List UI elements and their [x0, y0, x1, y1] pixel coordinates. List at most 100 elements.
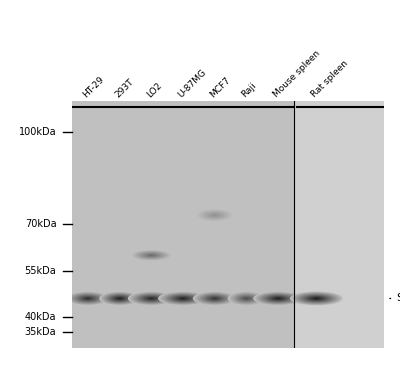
Ellipse shape — [170, 295, 196, 302]
Ellipse shape — [268, 296, 288, 301]
Ellipse shape — [297, 293, 336, 304]
Ellipse shape — [168, 294, 198, 303]
Ellipse shape — [207, 296, 222, 301]
Ellipse shape — [276, 298, 281, 299]
Ellipse shape — [230, 292, 263, 305]
Ellipse shape — [160, 292, 206, 305]
Ellipse shape — [234, 294, 258, 303]
Text: MCF7: MCF7 — [208, 76, 232, 99]
Ellipse shape — [132, 293, 170, 304]
Ellipse shape — [87, 298, 89, 299]
Ellipse shape — [209, 297, 220, 300]
Ellipse shape — [150, 298, 152, 299]
Ellipse shape — [144, 253, 158, 257]
Ellipse shape — [135, 251, 168, 260]
Ellipse shape — [173, 296, 193, 301]
Ellipse shape — [206, 296, 224, 301]
Ellipse shape — [76, 295, 100, 302]
Ellipse shape — [199, 210, 231, 220]
Text: 55kDa: 55kDa — [25, 266, 56, 276]
Ellipse shape — [196, 209, 234, 221]
Ellipse shape — [204, 212, 225, 218]
Ellipse shape — [159, 292, 207, 305]
Ellipse shape — [200, 210, 230, 220]
Ellipse shape — [274, 297, 282, 300]
Ellipse shape — [244, 297, 249, 300]
Ellipse shape — [239, 296, 254, 301]
Ellipse shape — [67, 292, 109, 305]
Ellipse shape — [277, 298, 279, 299]
Ellipse shape — [205, 212, 224, 218]
Ellipse shape — [106, 294, 133, 303]
Ellipse shape — [68, 292, 108, 305]
Ellipse shape — [182, 298, 184, 299]
Text: 293T: 293T — [113, 77, 136, 99]
Ellipse shape — [242, 297, 251, 300]
Ellipse shape — [233, 294, 260, 303]
Ellipse shape — [198, 293, 231, 304]
Ellipse shape — [133, 251, 170, 260]
Ellipse shape — [72, 294, 103, 303]
Ellipse shape — [304, 295, 328, 301]
Ellipse shape — [114, 296, 126, 301]
Ellipse shape — [166, 294, 200, 303]
Ellipse shape — [80, 296, 96, 301]
Ellipse shape — [158, 291, 208, 306]
Ellipse shape — [128, 291, 175, 306]
Ellipse shape — [194, 292, 236, 305]
Ellipse shape — [243, 297, 250, 300]
Ellipse shape — [179, 297, 187, 300]
FancyBboxPatch shape — [72, 101, 294, 348]
Ellipse shape — [262, 294, 294, 303]
Ellipse shape — [256, 292, 301, 305]
Ellipse shape — [110, 295, 130, 302]
Ellipse shape — [66, 291, 110, 306]
Ellipse shape — [270, 296, 287, 301]
Ellipse shape — [204, 211, 226, 219]
Ellipse shape — [140, 295, 163, 302]
Text: HT-29: HT-29 — [82, 75, 106, 99]
Ellipse shape — [143, 296, 160, 301]
Ellipse shape — [116, 297, 123, 300]
Ellipse shape — [147, 297, 156, 300]
Ellipse shape — [162, 292, 204, 304]
Ellipse shape — [149, 255, 153, 256]
Ellipse shape — [241, 296, 252, 301]
Ellipse shape — [70, 293, 105, 304]
Ellipse shape — [238, 295, 255, 301]
Ellipse shape — [298, 294, 335, 303]
Text: U-87MG: U-87MG — [177, 68, 208, 99]
Text: 70kDa: 70kDa — [25, 220, 56, 229]
Ellipse shape — [137, 294, 165, 303]
Ellipse shape — [206, 212, 223, 218]
Ellipse shape — [212, 298, 217, 299]
Ellipse shape — [84, 297, 92, 300]
Ellipse shape — [210, 297, 219, 300]
Ellipse shape — [149, 298, 154, 299]
Ellipse shape — [110, 295, 129, 301]
Ellipse shape — [74, 294, 102, 303]
Ellipse shape — [178, 297, 188, 300]
Ellipse shape — [172, 295, 194, 301]
Ellipse shape — [176, 296, 190, 301]
Ellipse shape — [193, 291, 236, 306]
Ellipse shape — [208, 213, 221, 217]
Ellipse shape — [290, 291, 343, 306]
Ellipse shape — [272, 297, 284, 300]
Ellipse shape — [103, 293, 136, 304]
Ellipse shape — [306, 296, 327, 301]
Ellipse shape — [167, 294, 199, 303]
Ellipse shape — [246, 298, 247, 299]
Ellipse shape — [201, 211, 229, 220]
Ellipse shape — [84, 297, 91, 300]
Ellipse shape — [258, 293, 298, 304]
Ellipse shape — [138, 252, 164, 259]
Ellipse shape — [273, 297, 283, 300]
Ellipse shape — [198, 209, 232, 221]
Ellipse shape — [148, 254, 154, 256]
Ellipse shape — [200, 294, 229, 303]
Ellipse shape — [307, 296, 326, 301]
Ellipse shape — [129, 292, 174, 305]
Ellipse shape — [253, 291, 303, 306]
Ellipse shape — [180, 298, 186, 299]
